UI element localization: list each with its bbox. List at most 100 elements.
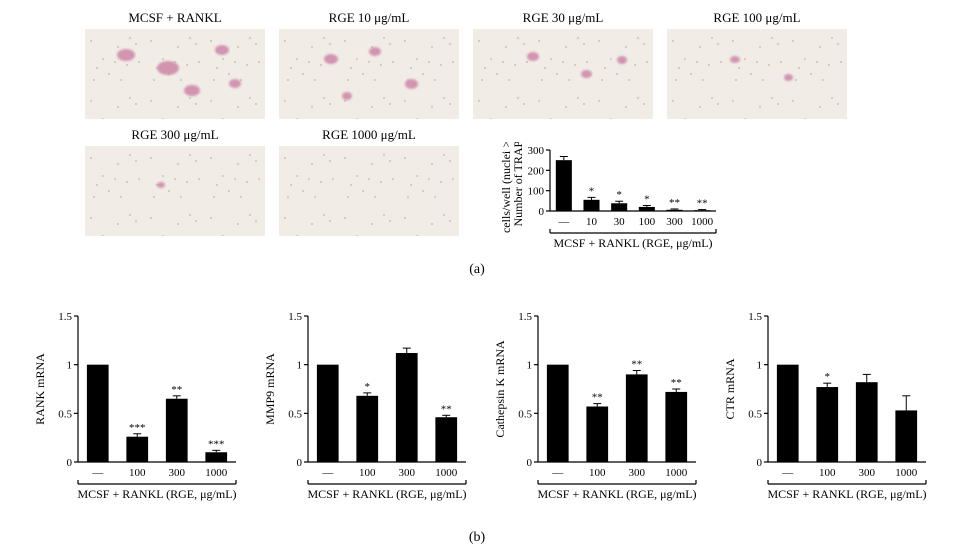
svg-text:**: ** — [631, 359, 642, 371]
mrna-chart: 0 0.5 1 1.5 — * 100 300 ** 1000 MCSF + RANKL (RGE,… — [260, 308, 472, 512]
svg-text:300: 300 — [528, 145, 545, 157]
svg-text:CTR mRNA: CTR mRNA — [723, 358, 737, 419]
svg-text:**: ** — [171, 384, 182, 396]
svg-text:1000: 1000 — [691, 216, 714, 228]
svg-text:—: — — [557, 216, 570, 228]
svg-text:300: 300 — [169, 467, 186, 479]
svg-text:1.5: 1.5 — [288, 311, 302, 323]
micrograph-image — [279, 146, 459, 236]
bar-chart-svg: 0 100 200 300 — * 10 * 30 * 100 ** 300 ** 1000 MCSF + R… — [502, 142, 722, 257]
bar-chart-svg: 00.511.5—**100**300**1000MCSF + RANKL (R… — [490, 308, 702, 508]
svg-text:0.5: 0.5 — [518, 408, 532, 420]
svg-text:1: 1 — [297, 360, 303, 372]
svg-text:100: 100 — [129, 467, 146, 479]
svg-text:*: * — [644, 194, 650, 206]
subpanel-label-a: (a) — [469, 262, 485, 278]
svg-text:1: 1 — [757, 360, 763, 372]
micrograph-cell: RGE 100 μg/mL — [667, 10, 847, 119]
svg-text:MCSF + RANKL (RGE, μg/mL): MCSF + RANKL (RGE, μg/mL) — [77, 487, 236, 501]
svg-text:0: 0 — [527, 457, 533, 469]
svg-text:**: ** — [671, 377, 682, 389]
micrograph-label: RGE 30 μg/mL — [523, 10, 604, 26]
svg-text:1000: 1000 — [205, 467, 228, 479]
svg-text:***: *** — [208, 438, 225, 450]
svg-text:100: 100 — [819, 467, 836, 479]
svg-text:***: *** — [129, 422, 146, 434]
micrograph-cell: RGE 10 μg/mL — [279, 10, 459, 119]
svg-text:0: 0 — [539, 206, 545, 218]
svg-text:300: 300 — [629, 467, 646, 479]
svg-text:100: 100 — [528, 186, 545, 198]
svg-text:10: 10 — [586, 216, 598, 228]
micrograph-image — [85, 146, 265, 236]
svg-text:—: — — [781, 467, 794, 479]
svg-text:**: ** — [669, 197, 680, 209]
micrograph-label: MCSF + RANKL — [128, 10, 221, 26]
mrna-chart: 0 0.5 1 1.5 — *** 100 ** 300 *** 1000 MCSF + RANKL … — [30, 308, 242, 512]
svg-text:0: 0 — [297, 457, 303, 469]
svg-text:MMP9 mRNA: MMP9 mRNA — [263, 353, 277, 425]
micrograph-label: RGE 1000 μg/mL — [322, 127, 416, 143]
micrograph-cell: RGE 1000 μg/mL — [279, 127, 459, 236]
micrograph-row-1: MCSF + RANKL RGE 10 μg/mL RGE 30 μg/mL RGE … — [85, 10, 895, 119]
svg-text:cells/well (nuclei > 3): cells/well (nuclei > 3) — [502, 142, 513, 233]
svg-text:0: 0 — [757, 457, 763, 469]
svg-text:Cathepsin K mRNA: Cathepsin K mRNA — [493, 340, 507, 438]
svg-text:0.5: 0.5 — [748, 408, 762, 420]
mrna-chart: 0 0.5 1 1.5 — * 100 300 1000 MCSF + RANKL (RGE, μ… — [720, 308, 932, 512]
svg-text:—: — — [91, 467, 104, 479]
svg-text:1: 1 — [67, 360, 73, 372]
svg-text:—: — — [321, 467, 334, 479]
svg-text:**: ** — [441, 403, 452, 415]
svg-text:1000: 1000 — [435, 467, 458, 479]
svg-text:MCSF + RANKL (RGE, μg/mL): MCSF + RANKL (RGE, μg/mL) — [553, 236, 712, 250]
micrograph-cell: RGE 30 μg/mL — [473, 10, 653, 119]
svg-text:300: 300 — [859, 467, 876, 479]
bar-chart-svg: 0 0.5 1 1.5 — * 100 300 ** 1000 MCSF + RANKL (RGE,… — [260, 308, 472, 508]
svg-text:1.5: 1.5 — [748, 311, 762, 323]
micrograph-image — [667, 29, 847, 119]
svg-text:100: 100 — [639, 216, 656, 228]
micrograph-cell: MCSF + RANKL — [85, 10, 265, 119]
panel-b: 00.511.5—***100**300***1000MCSF + RANKL … — [30, 308, 930, 512]
micrograph-row-2: RGE 300 μg/mL RGE 1000 μg/mL — [85, 127, 895, 236]
micrograph-image — [85, 29, 265, 119]
micrograph-cell: RGE 300 μg/mL — [85, 127, 265, 236]
micrograph-image — [279, 29, 459, 119]
svg-text:MCSF + RANKL (RGE, μg/mL): MCSF + RANKL (RGE, μg/mL) — [767, 487, 926, 501]
svg-text:*: * — [365, 381, 371, 393]
svg-text:0: 0 — [67, 457, 73, 469]
svg-text:*: * — [616, 189, 622, 201]
bar-chart-svg: 0 0.5 1 1.5 — *** 100 ** 300 *** 1000 MCSF + RANKL … — [30, 308, 242, 508]
svg-text:1000: 1000 — [895, 467, 918, 479]
svg-text:1.5: 1.5 — [58, 311, 72, 323]
svg-text:100: 100 — [589, 467, 606, 479]
svg-text:RANK mRNA: RANK mRNA — [33, 353, 47, 425]
svg-text:100: 100 — [359, 467, 376, 479]
svg-text:MCSF + RANKL (RGE, μg/mL): MCSF + RANKL (RGE, μg/mL) — [307, 487, 466, 501]
svg-text:**: ** — [697, 198, 708, 210]
svg-text:0.5: 0.5 — [58, 408, 72, 420]
subpanel-label-b: (b) — [469, 530, 485, 546]
micrograph-image — [473, 29, 653, 119]
svg-text:**: ** — [592, 392, 603, 404]
micrograph-label: RGE 100 μg/mL — [713, 10, 800, 26]
svg-text:200: 200 — [528, 165, 545, 177]
micrograph-label: RGE 10 μg/mL — [329, 10, 410, 26]
svg-text:*: * — [825, 371, 831, 383]
bar-chart-svg: 0 0.5 1 1.5 — * 100 300 1000 MCSF + RANKL (RGE, μ… — [720, 308, 932, 508]
svg-text:300: 300 — [399, 467, 416, 479]
svg-text:*: * — [589, 185, 595, 197]
svg-text:300: 300 — [666, 216, 683, 228]
svg-text:1000: 1000 — [665, 467, 688, 479]
svg-text:0.5: 0.5 — [288, 408, 302, 420]
svg-text:Number of TRAP⁺: Number of TRAP⁺ — [511, 142, 525, 227]
trap-chart: 0 100 200 300 — * 10 * 30 * 100 ** 300 ** 1000 MCSF + R… — [502, 142, 722, 257]
mrna-chart: 00.511.5—**100**300**1000MCSF + RANKL (R… — [490, 308, 702, 512]
svg-text:MCSF + RANKL (RGE, μg/mL): MCSF + RANKL (RGE, μg/mL) — [537, 487, 696, 501]
panel-a: MCSF + RANKL RGE 10 μg/mL RGE 30 μg/mL RGE … — [85, 10, 895, 244]
micrograph-label: RGE 300 μg/mL — [131, 127, 218, 143]
svg-text:1.5: 1.5 — [518, 311, 532, 323]
svg-text:1: 1 — [527, 360, 533, 372]
svg-text:30: 30 — [614, 216, 626, 228]
